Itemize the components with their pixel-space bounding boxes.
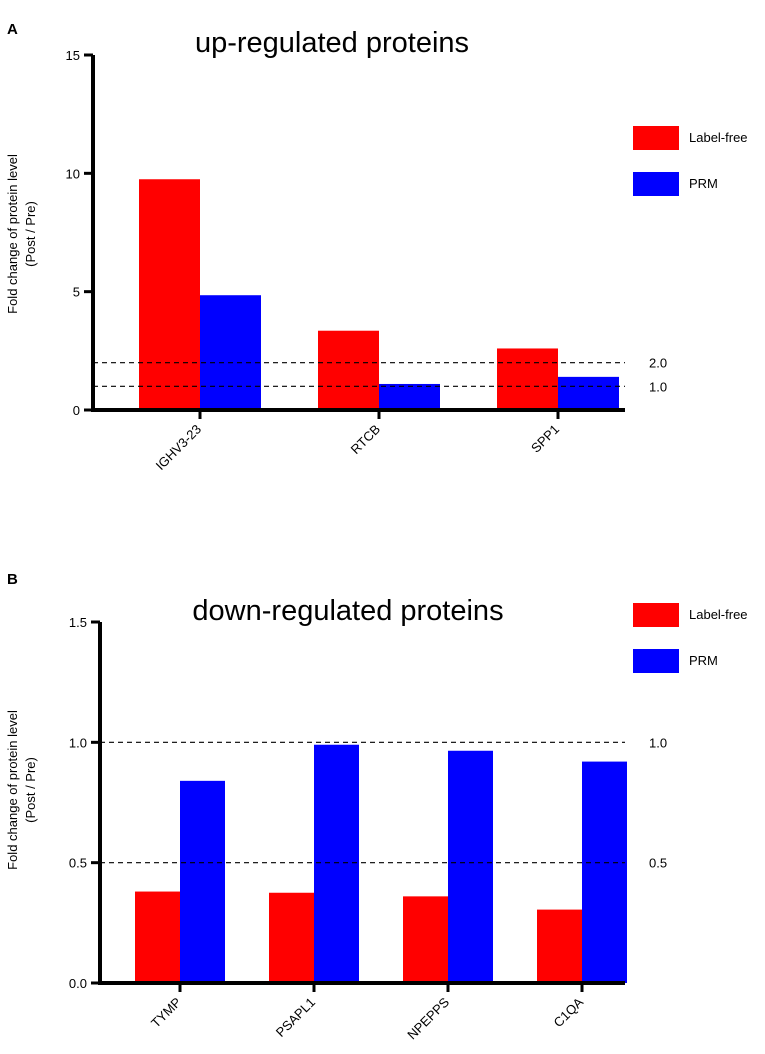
ytick-label-a-0: 0 [73, 403, 80, 418]
bar-b-prm-tymp [180, 780, 225, 983]
ytick-label-b-0: 0.0 [69, 976, 87, 991]
ref-label-b-1-0: 1.0 [649, 735, 667, 750]
panel-a-title: up-regulated proteins [195, 27, 469, 59]
xtick-label-b-psapl1: PSAPL1 [273, 995, 318, 1040]
legend-swatch-b-prm [633, 649, 679, 673]
panel-b-ylabel-line2: (Post / Pre) [23, 757, 38, 823]
panel-b-title: down-regulated proteins [192, 595, 503, 627]
ytick-label-a-1: 5 [73, 285, 80, 300]
ref-label-a-2-0: 2.0 [649, 356, 667, 371]
bar-b-prm-npepps [448, 750, 493, 983]
bar-a-label-free-rtcb [318, 330, 379, 410]
panel-a-ylabel-line2: (Post / Pre) [23, 201, 38, 267]
panel-a-ylabel-line1: Fold change of protein level [5, 154, 20, 314]
bar-b-prm-psapl1 [314, 744, 359, 983]
bar-a-prm-ighv3-23 [200, 295, 261, 410]
xtick-label-b-tymp: TYMP [148, 995, 184, 1031]
ytick-label-b-3: 1.5 [69, 615, 87, 630]
bar-a-label-free-spp1 [497, 348, 558, 410]
legend-label-b-label-free: Label-free [689, 607, 748, 622]
bar-b-label-free-tymp [135, 891, 180, 983]
xtick-label-a-rtcb: RTCB [348, 422, 383, 457]
legend-swatch-a-prm [633, 172, 679, 196]
bar-b-label-free-npepps [403, 896, 448, 983]
panel-b-chart: 1.0 0.5 0.0 0.5 1.0 1.5 TYMP PSAPL1 NPEPPS C1QA La… [69, 603, 748, 1042]
xtick-label-a-ighv3-23: IGHV3-23 [153, 422, 204, 473]
legend-label-a-label-free: Label-free [689, 130, 748, 145]
bar-a-prm-spp1 [558, 376, 619, 410]
bar-b-label-free-c1qa [537, 909, 582, 983]
ref-label-b-0-5: 0.5 [649, 856, 667, 871]
ytick-label-a-3: 15 [66, 48, 80, 63]
ytick-label-b-1: 0.5 [69, 856, 87, 871]
panel-a-letter: A [7, 21, 18, 38]
ytick-label-b-2: 1.0 [69, 735, 87, 750]
bar-b-prm-c1qa [582, 761, 627, 983]
panel-a-chart: 2.0 1.0 0 5 10 15 IGHV3-23 RTCB SPP1 Label-free PR… [66, 48, 748, 473]
xtick-label-b-c1qa: C1QA [550, 994, 586, 1030]
legend-swatch-a-label-free [633, 126, 679, 150]
bar-b-label-free-psapl1 [269, 892, 314, 983]
bar-a-label-free-ighv3-23 [139, 179, 200, 410]
panel-b-ylabel-line1: Fold change of protein level [5, 710, 20, 870]
bar-a-prm-rtcb [379, 383, 440, 410]
legend-label-b-prm: PRM [689, 653, 718, 668]
ref-label-a-1-0: 1.0 [649, 379, 667, 394]
xtick-label-b-npepps: NPEPPS [404, 994, 452, 1042]
legend-label-a-prm: PRM [689, 176, 718, 191]
legend-swatch-b-label-free [633, 603, 679, 627]
panel-b-letter: B [7, 571, 18, 588]
ytick-label-a-2: 10 [66, 166, 80, 181]
xtick-label-a-spp1: SPP1 [528, 422, 562, 456]
